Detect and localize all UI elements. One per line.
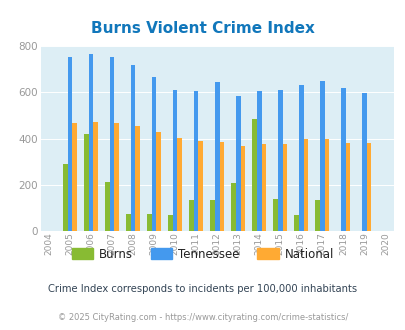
- Bar: [63, 164, 68, 231]
- Bar: [303, 139, 307, 231]
- Bar: [156, 132, 161, 231]
- Bar: [256, 91, 261, 231]
- Bar: [214, 82, 219, 231]
- Bar: [294, 215, 298, 231]
- Text: Crime Index corresponds to incidents per 100,000 inhabitants: Crime Index corresponds to incidents per…: [48, 284, 357, 294]
- Legend: Burns, Tennessee, National: Burns, Tennessee, National: [67, 243, 338, 265]
- Bar: [324, 139, 328, 231]
- Bar: [114, 123, 119, 231]
- Bar: [273, 199, 277, 231]
- Bar: [126, 214, 130, 231]
- Text: Burns Violent Crime Index: Burns Violent Crime Index: [91, 21, 314, 36]
- Bar: [240, 146, 245, 231]
- Bar: [231, 183, 235, 231]
- Bar: [72, 123, 77, 231]
- Bar: [361, 93, 366, 231]
- Bar: [84, 134, 89, 231]
- Bar: [194, 90, 198, 231]
- Bar: [168, 215, 173, 231]
- Bar: [189, 200, 194, 231]
- Bar: [151, 77, 156, 231]
- Bar: [340, 88, 345, 231]
- Bar: [319, 81, 324, 231]
- Bar: [173, 90, 177, 231]
- Text: © 2025 CityRating.com - https://www.cityrating.com/crime-statistics/: © 2025 CityRating.com - https://www.city…: [58, 313, 347, 322]
- Bar: [219, 142, 224, 231]
- Bar: [68, 57, 72, 231]
- Bar: [93, 121, 98, 231]
- Bar: [315, 200, 319, 231]
- Bar: [261, 144, 266, 231]
- Bar: [282, 145, 286, 231]
- Bar: [277, 90, 282, 231]
- Bar: [252, 118, 256, 231]
- Bar: [198, 141, 202, 231]
- Bar: [105, 182, 109, 231]
- Bar: [109, 57, 114, 231]
- Bar: [130, 65, 135, 231]
- Bar: [345, 143, 350, 231]
- Bar: [235, 96, 240, 231]
- Bar: [298, 85, 303, 231]
- Bar: [89, 54, 93, 231]
- Bar: [210, 200, 214, 231]
- Bar: [135, 126, 140, 231]
- Bar: [366, 143, 371, 231]
- Bar: [147, 214, 151, 231]
- Bar: [177, 138, 182, 231]
